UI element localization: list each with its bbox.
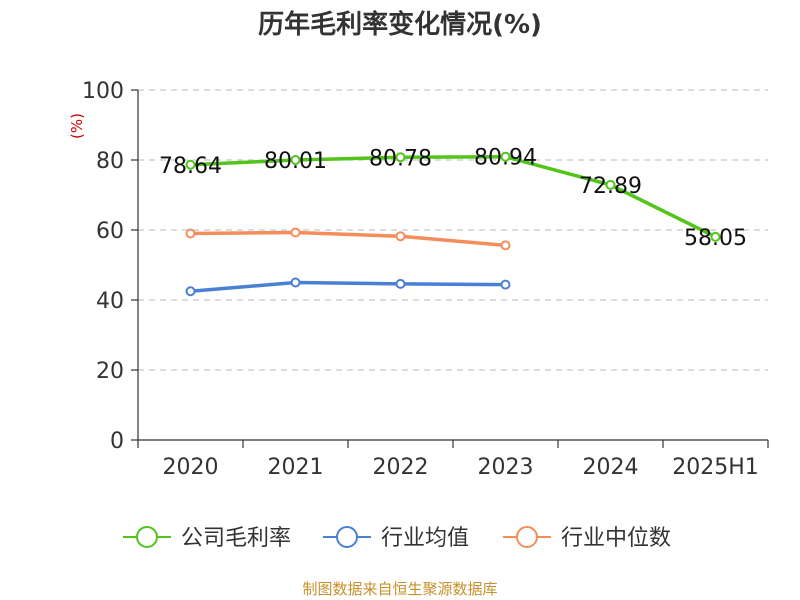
y-tick-label: 100 xyxy=(82,79,124,104)
y-tick-label: 40 xyxy=(96,289,124,314)
data-point xyxy=(710,231,721,242)
data-point xyxy=(395,152,406,163)
data-point xyxy=(605,179,616,190)
data-label: 58.05 xyxy=(684,226,747,251)
legend-label: 行业均值 xyxy=(381,526,469,551)
chart-title: 历年毛利率变化情况(%) xyxy=(258,10,542,40)
data-label: 72.89 xyxy=(579,174,642,199)
data-point xyxy=(185,286,196,297)
y-tick-label: 60 xyxy=(96,219,124,244)
data-label: 78.64 xyxy=(159,154,222,179)
x-tick-label: 2020 xyxy=(163,455,219,480)
data-point xyxy=(290,154,301,165)
x-tick-label: 2024 xyxy=(583,455,639,480)
y-unit-label: (%) xyxy=(68,113,86,139)
x-tick-label: 2023 xyxy=(478,455,534,480)
data-point xyxy=(290,227,301,238)
x-tick-label: 2021 xyxy=(268,455,324,480)
data-point xyxy=(185,228,196,239)
legend-marker xyxy=(516,526,538,548)
data-point xyxy=(500,151,511,162)
data-point xyxy=(290,277,301,288)
legend-marker xyxy=(336,526,358,548)
y-tick-label: 0 xyxy=(110,429,124,454)
data-label: 80.01 xyxy=(264,149,327,174)
data-point xyxy=(395,231,406,242)
y-tick-label: 20 xyxy=(96,359,124,384)
data-point xyxy=(500,240,511,251)
x-tick-label: 2025H1 xyxy=(672,455,759,480)
data-point xyxy=(500,279,511,290)
data-point xyxy=(395,278,406,289)
legend-marker xyxy=(136,526,158,548)
data-label: 80.94 xyxy=(474,146,537,171)
series-line xyxy=(190,154,717,239)
legend-label: 公司毛利率 xyxy=(181,526,291,551)
data-label: 80.78 xyxy=(369,146,432,171)
legend-label: 行业中位数 xyxy=(561,526,671,551)
x-tick-label: 2022 xyxy=(373,455,429,480)
source-note: 制图数据来自恒生聚源数据库 xyxy=(302,580,498,598)
data-point xyxy=(185,159,196,170)
y-tick-label: 80 xyxy=(96,149,124,174)
series-line xyxy=(190,230,506,248)
series-line xyxy=(190,280,506,293)
